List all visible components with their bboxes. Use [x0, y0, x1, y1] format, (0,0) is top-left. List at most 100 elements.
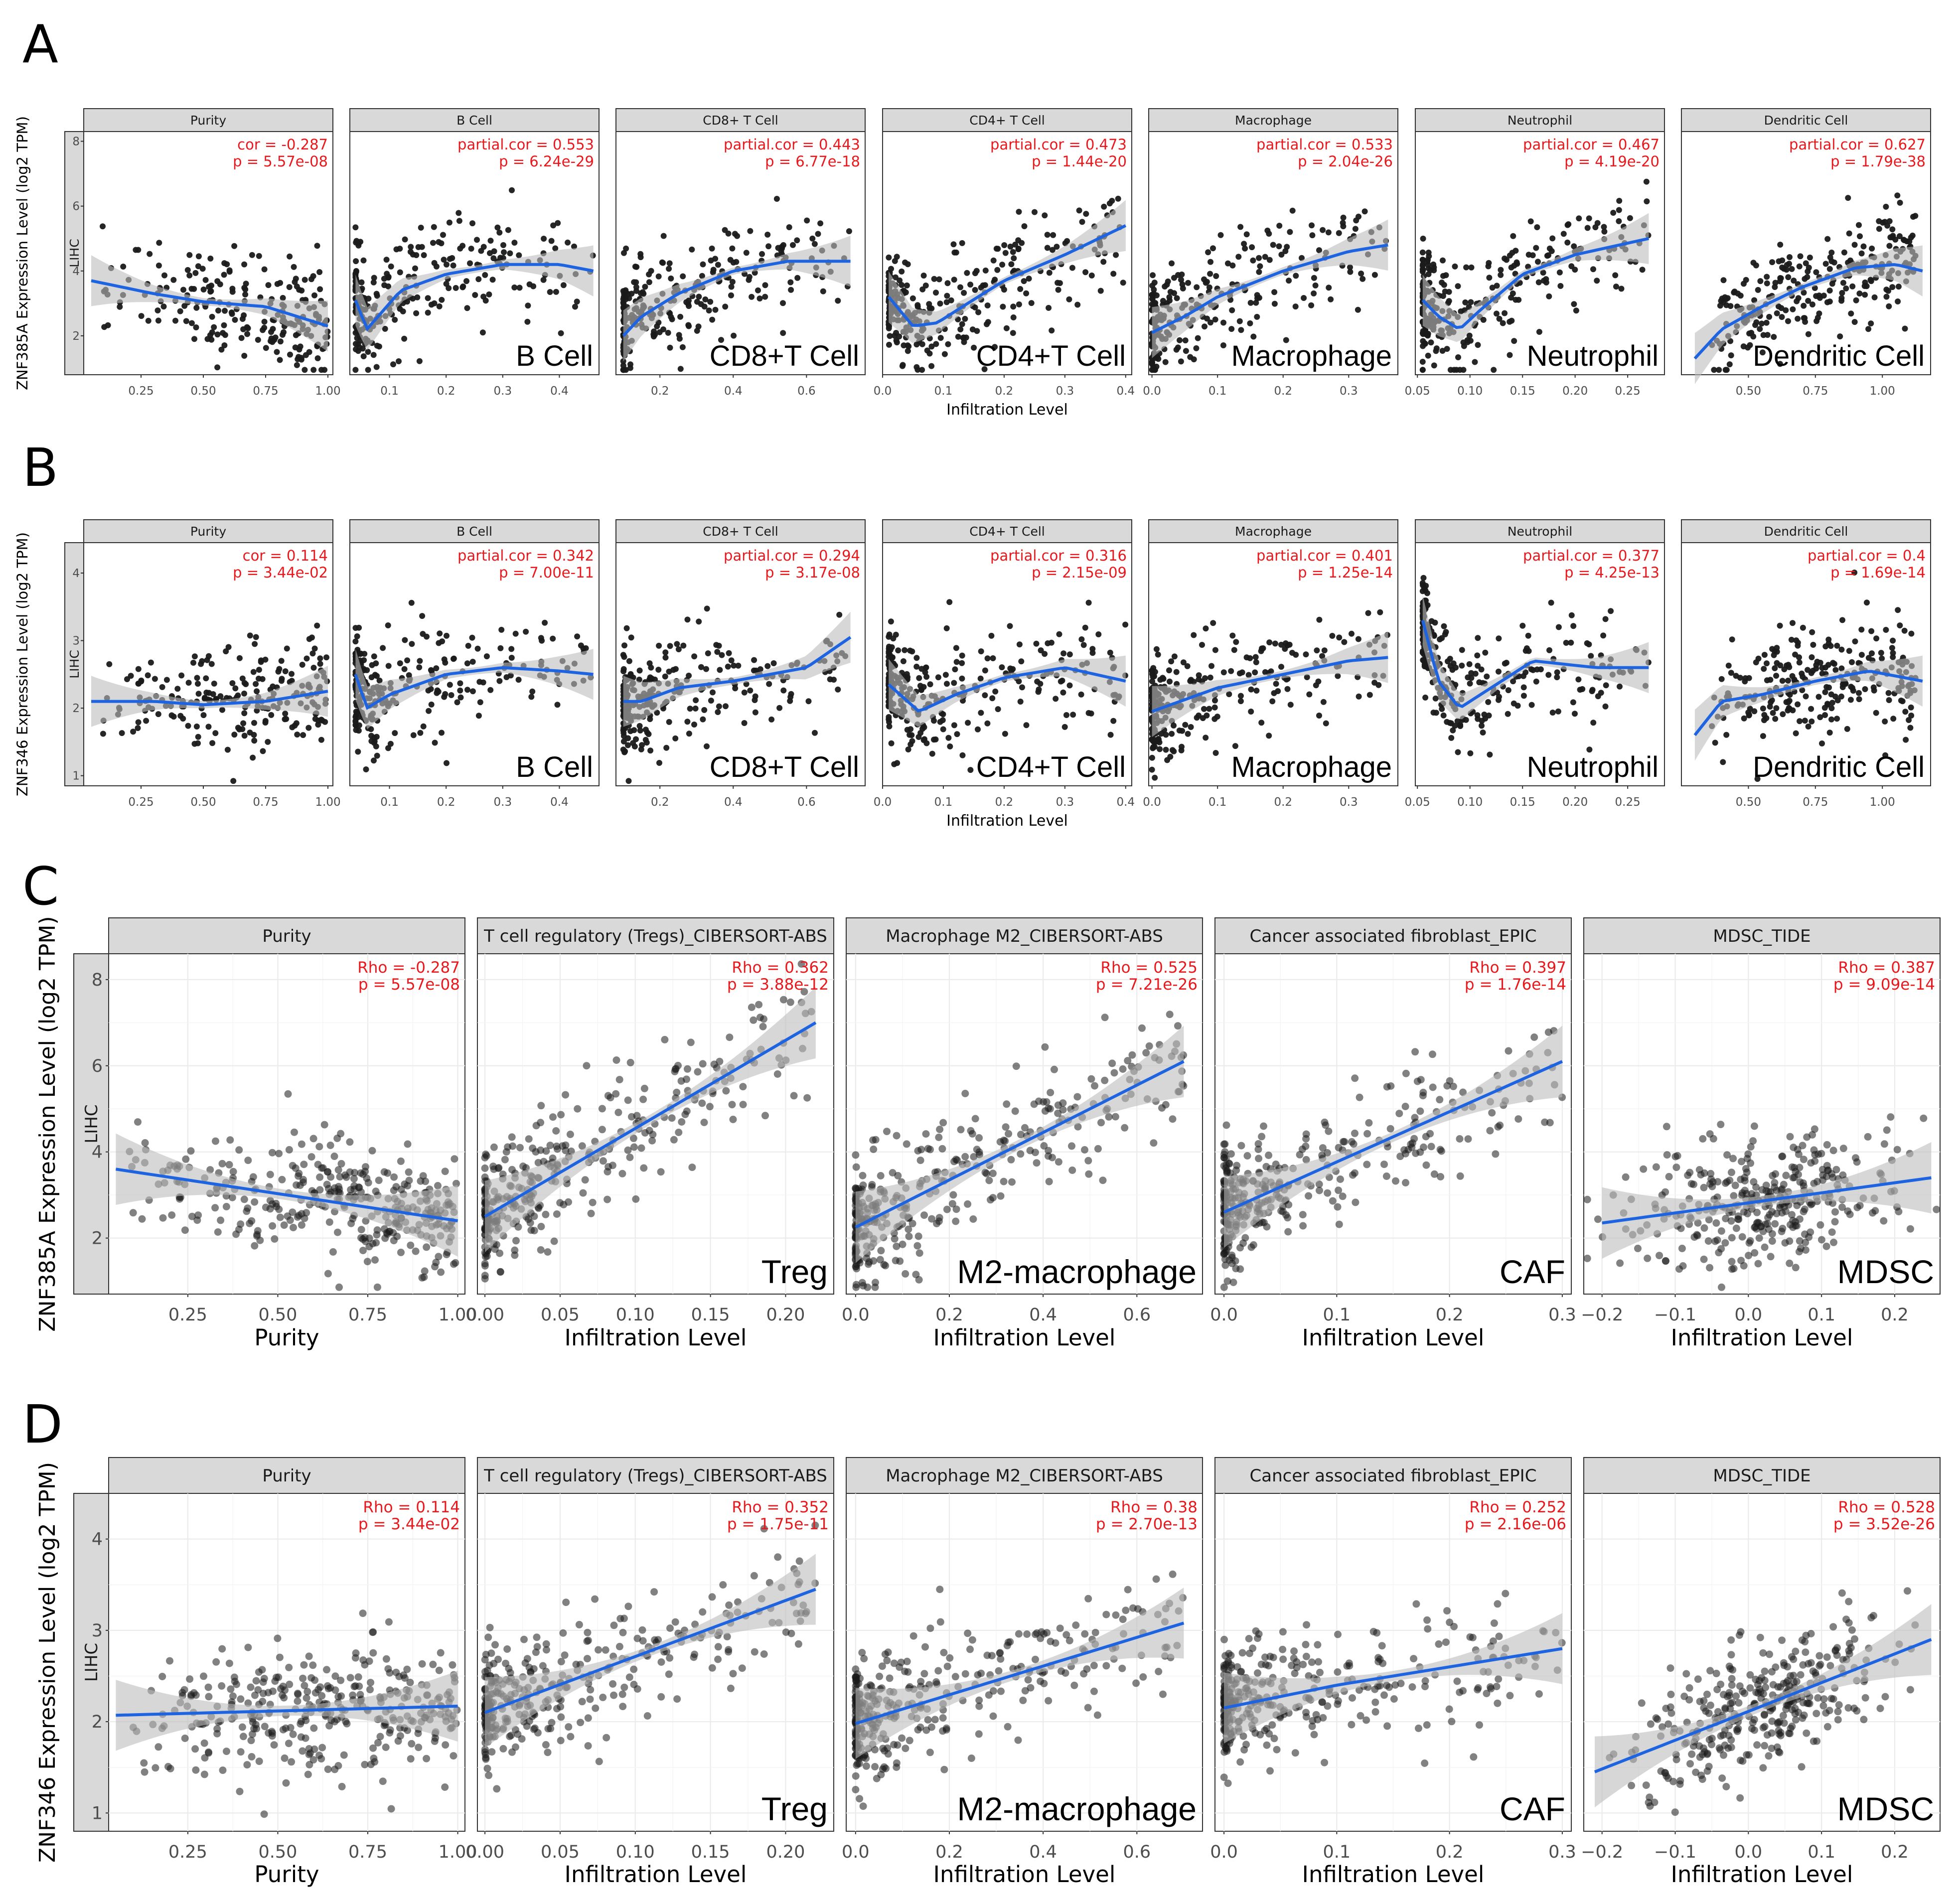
- data-point: [1078, 691, 1084, 698]
- data-point: [284, 1090, 292, 1098]
- data-point: [668, 275, 674, 282]
- data-point: [511, 1251, 519, 1259]
- data-point: [1256, 294, 1262, 301]
- data-point: [1355, 636, 1361, 642]
- data-point: [512, 1237, 520, 1245]
- data-point: [1838, 693, 1844, 700]
- data-point: [1419, 367, 1426, 373]
- data-point: [1341, 639, 1348, 645]
- y-tick-label: 1: [72, 770, 80, 783]
- data-point: [298, 1210, 305, 1218]
- data-point: [990, 655, 996, 661]
- y-tick-label: 8: [72, 136, 80, 148]
- data-point: [475, 713, 482, 719]
- data-point: [187, 1147, 195, 1155]
- data-point: [1355, 306, 1361, 313]
- facet-title: Neutrophil: [1508, 524, 1572, 539]
- data-point: [1207, 271, 1213, 277]
- data-point: [1546, 293, 1552, 299]
- data-point: [1184, 663, 1191, 669]
- data-point: [310, 367, 317, 373]
- data-point: [989, 1194, 997, 1202]
- data-point: [566, 1131, 574, 1138]
- data-point: [1849, 685, 1855, 691]
- fit-line: [91, 279, 328, 328]
- data-point: [1476, 679, 1483, 686]
- data-point: [1747, 706, 1753, 712]
- data-point: [363, 766, 369, 772]
- data-point: [941, 351, 948, 357]
- data-point: [472, 292, 478, 298]
- data-point: [637, 290, 644, 296]
- data-point: [755, 287, 761, 293]
- data-point: [1590, 266, 1596, 273]
- data-point: [1149, 361, 1155, 367]
- data-point: [251, 1198, 259, 1206]
- data-point: [680, 273, 686, 280]
- data-point: [722, 1087, 730, 1095]
- data-point: [1439, 706, 1445, 712]
- data-point: [1586, 215, 1592, 222]
- data-point: [1042, 651, 1048, 657]
- data-point: [747, 228, 754, 234]
- data-point: [180, 716, 186, 722]
- data-point: [214, 331, 221, 338]
- x-tick-label: 0.20: [766, 1305, 805, 1325]
- data-point: [1011, 1107, 1019, 1115]
- data-point: [709, 245, 715, 252]
- panel-b: ZNF346 Expression Level (log2 TPM) LIHC12…: [14, 519, 1931, 830]
- data-point: [1196, 676, 1202, 683]
- data-point: [712, 256, 719, 262]
- data-point: [1889, 284, 1896, 291]
- data-point: [1448, 734, 1455, 741]
- data-point: [487, 687, 494, 693]
- data-point: [928, 1215, 936, 1223]
- data-point: [1826, 298, 1833, 305]
- data-point: [1106, 200, 1113, 207]
- fit-line: [623, 636, 852, 703]
- facet-strip: [349, 108, 600, 132]
- x-tick-label: 0.6: [797, 796, 816, 809]
- data-point: [1169, 260, 1175, 267]
- data-point: [928, 305, 935, 311]
- data-point: [1496, 668, 1502, 675]
- data-point: [1229, 307, 1235, 313]
- data-point: [1003, 325, 1010, 331]
- data-point: [210, 691, 216, 697]
- data-point: [707, 298, 714, 305]
- data-point: [948, 1200, 956, 1208]
- data-point: [1049, 247, 1055, 253]
- data-point: [1520, 684, 1527, 691]
- data-point: [1149, 283, 1156, 289]
- data-point: [1084, 1157, 1092, 1165]
- data-point: [1883, 293, 1890, 300]
- data-point: [1340, 223, 1347, 230]
- data-point: [1204, 712, 1210, 719]
- data-point: [1889, 226, 1896, 233]
- data-point: [217, 281, 223, 288]
- data-point: [446, 285, 452, 292]
- data-point: [1460, 367, 1467, 373]
- data-point: [914, 1232, 922, 1240]
- data-point: [764, 231, 771, 238]
- data-point: [1249, 244, 1255, 251]
- data-point: [967, 282, 974, 288]
- data-point: [622, 748, 628, 754]
- x-tick-label: 0.75: [1803, 796, 1828, 809]
- data-point: [1273, 681, 1279, 687]
- data-point: [475, 276, 482, 283]
- x-tick-label: 0.25: [168, 1305, 207, 1325]
- data-point: [1528, 666, 1534, 673]
- data-point: [383, 257, 390, 263]
- data-point: [1428, 339, 1434, 346]
- x-tick-label: 0.50: [1736, 796, 1761, 809]
- data-point: [191, 740, 198, 747]
- data-point: [559, 1142, 567, 1150]
- data-point: [283, 716, 290, 722]
- data-point: [1432, 695, 1439, 702]
- data-point: [937, 719, 943, 725]
- data-point: [320, 1121, 328, 1129]
- data-point: [1822, 643, 1829, 650]
- data-point: [180, 287, 186, 293]
- data-point: [1779, 257, 1786, 264]
